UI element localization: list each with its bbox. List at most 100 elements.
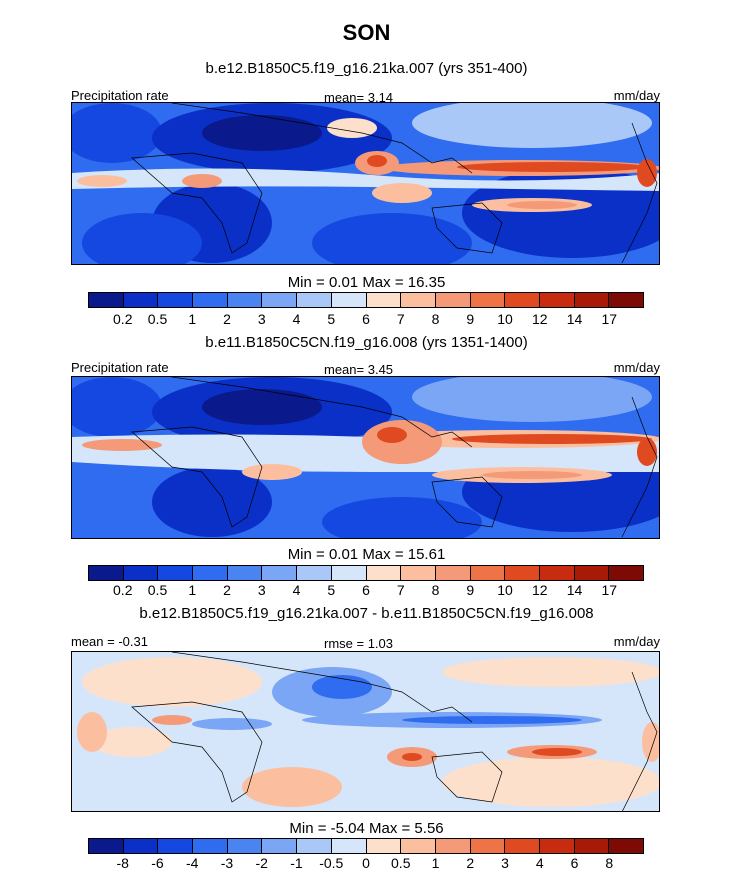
colorbar-tick-label: 6	[362, 311, 370, 327]
colorbar-tick-label: 4	[535, 855, 544, 871]
panel-1-minmax: Min = 0.01 Max = 16.35	[287, 274, 446, 291]
colorbar-tick-label: 17	[601, 582, 618, 598]
colorbar-tick-label: 5	[327, 582, 336, 598]
colorbar-tick-label: -4	[186, 855, 199, 871]
colorbar-swatch	[193, 839, 228, 853]
colorbar-swatch	[123, 293, 159, 307]
colorbar-swatch	[435, 839, 471, 853]
colorbar-swatch	[401, 566, 436, 580]
panel-1-colorbar	[88, 292, 644, 308]
colorbar-swatch	[505, 839, 540, 853]
colorbar-swatch	[89, 293, 124, 307]
colorbar-tick-label: 7	[396, 582, 405, 598]
colorbar-tick-label: 12	[531, 582, 548, 598]
colorbar-swatch	[470, 839, 506, 853]
colorbar-swatch	[262, 839, 298, 853]
colorbar-swatch	[297, 839, 332, 853]
colorbar-swatch	[539, 839, 575, 853]
colorbar-tick-label: -2	[255, 855, 268, 871]
colorbar-swatch	[366, 293, 402, 307]
figure-title: SON	[342, 20, 391, 45]
colorbar-tick-label: 9	[466, 311, 475, 327]
colorbar-swatch	[331, 293, 367, 307]
panel-3-colorbar	[88, 838, 644, 854]
colorbar-tick-label: 3	[257, 582, 266, 598]
colorbar-swatch	[193, 293, 228, 307]
colorbar-tick-label: 1	[431, 855, 440, 871]
colorbar-tick-label: 3	[501, 855, 509, 871]
colorbar-swatch	[435, 293, 471, 307]
colorbar-swatch	[331, 839, 367, 853]
colorbar-tick-label: 0.5	[147, 582, 168, 598]
colorbar-tick-label: 17	[601, 311, 618, 327]
colorbar-swatch	[505, 293, 540, 307]
colorbar-tick-label: 12	[531, 311, 548, 327]
colorbar-swatch	[227, 566, 263, 580]
panel-1-units-label: mm/day	[613, 88, 660, 103]
colorbar-tick-label: 10	[497, 311, 513, 327]
colorbar-swatch	[331, 566, 367, 580]
colorbar-swatch	[470, 293, 506, 307]
panel-3-minmax: Min = -5.04 Max = 5.56	[289, 820, 444, 837]
panel-3-colorbar-ticks: -8 -6 -4 -3 -2 -1 -0.5 0 0.5 1 2 3 4 6 8	[88, 855, 644, 873]
panel-1-variable-label: Precipitation rate	[71, 88, 169, 103]
colorbar-swatch	[574, 839, 610, 853]
colorbar-tick-label: 0.2	[113, 582, 133, 598]
colorbar-swatch	[574, 293, 610, 307]
colorbar-swatch	[89, 839, 124, 853]
colorbar-swatch	[574, 566, 610, 580]
panel-3-subtitle: b.e12.B1850C5.f19_g16.21ka.007 - b.e11.B…	[139, 605, 594, 622]
panel-2-precip-map	[71, 376, 660, 539]
panel-1-mean-label: mean= 3.14	[324, 90, 394, 105]
panel-1-subtitle: b.e12.B1850C5.f19_g16.21ka.007 (yrs 351-…	[205, 60, 528, 77]
panel-1-colorbar-ticks: 0.2 0.5 1 2 3 4 5 6 7 8 9 10 12 14 17	[88, 311, 644, 329]
colorbar-tick-label: 2	[223, 311, 231, 327]
colorbar-swatch	[227, 293, 263, 307]
panel-3-difference-map	[71, 651, 660, 812]
colorbar-swatch	[262, 293, 298, 307]
colorbar-tick-label: 8	[605, 855, 614, 871]
colorbar-tick-label: -0.5	[319, 855, 344, 871]
colorbar-tick-label: -3	[220, 855, 234, 871]
colorbar-swatch	[297, 566, 332, 580]
colorbar-swatch	[401, 839, 436, 853]
colorbar-tick-label: -6	[151, 855, 164, 871]
colorbar-swatch	[470, 566, 506, 580]
colorbar-tick-label: 7	[396, 311, 405, 327]
colorbar-swatch	[435, 566, 471, 580]
colorbar-swatch	[158, 293, 194, 307]
colorbar-swatch	[123, 839, 159, 853]
panel-2-mean-label: mean= 3.45	[324, 362, 394, 377]
colorbar-tick-label: 0.5	[147, 311, 168, 327]
colorbar-tick-label: 0.5	[391, 855, 411, 871]
colorbar-swatch	[227, 839, 263, 853]
colorbar-swatch	[609, 293, 643, 307]
panel-2-colorbar	[88, 565, 644, 581]
colorbar-swatch	[262, 566, 298, 580]
panel-1-precip-map	[71, 102, 660, 265]
panel-3-rmse-label: rmse = 1.03	[324, 636, 394, 651]
colorbar-tick-label: 1	[188, 582, 197, 598]
colorbar-tick-label: -8	[116, 855, 129, 871]
colorbar-swatch	[89, 566, 124, 580]
colorbar-swatch	[158, 839, 194, 853]
colorbar-tick-label: 0.2	[113, 311, 133, 327]
colorbar-swatch	[366, 839, 402, 853]
colorbar-tick-label: 4	[292, 582, 301, 598]
colorbar-tick-label: 6	[570, 855, 579, 871]
colorbar-tick-label: 6	[362, 582, 370, 598]
colorbar-tick-label: 8	[431, 311, 440, 327]
colorbar-swatch	[609, 566, 643, 580]
colorbar-tick-label: 10	[497, 582, 513, 598]
panel-2-minmax: Min = 0.01 Max = 15.61	[287, 546, 446, 563]
colorbar-tick-label: -1	[290, 855, 303, 871]
colorbar-tick-label: 3	[257, 311, 266, 327]
colorbar-swatch	[539, 566, 575, 580]
colorbar-swatch	[297, 293, 332, 307]
colorbar-swatch	[123, 566, 159, 580]
panel-2-colorbar-ticks: 0.2 0.5 1 2 3 4 5 6 7 8 9 10 12 14 17	[88, 582, 644, 600]
colorbar-swatch	[401, 293, 436, 307]
colorbar-tick-label: 4	[292, 311, 301, 327]
panel-2-subtitle: b.e11.B1850C5CN.f19_g16.008 (yrs 1351-14…	[205, 334, 528, 351]
colorbar-tick-label: 0	[362, 855, 370, 871]
